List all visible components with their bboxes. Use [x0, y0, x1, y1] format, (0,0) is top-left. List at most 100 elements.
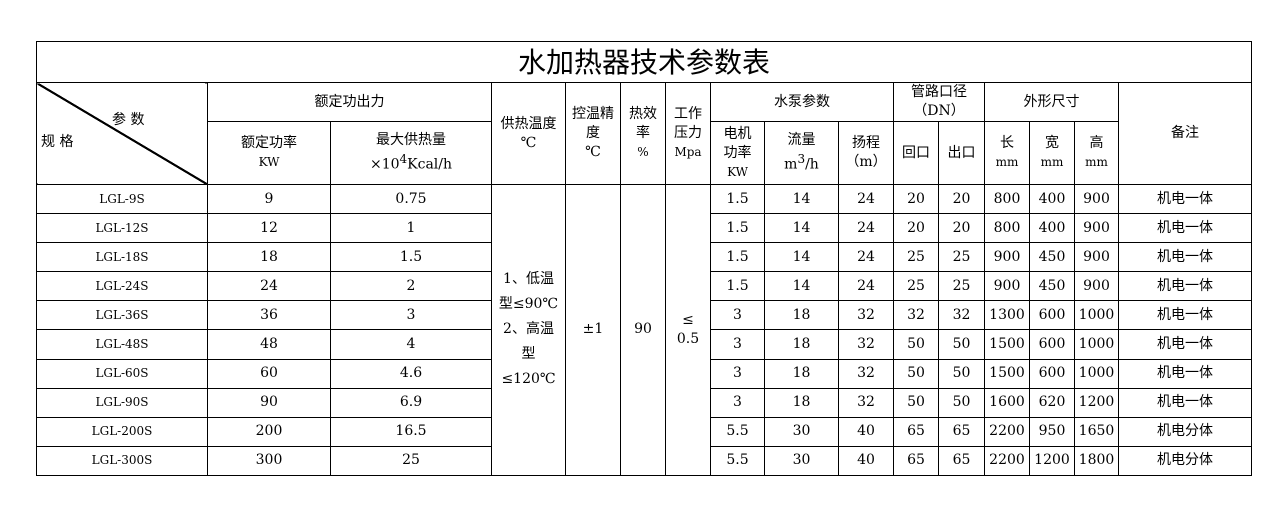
head-cell: 40: [838, 445, 894, 476]
temp-ctrl-cell: ±1: [565, 184, 621, 476]
inlet-header: 回口: [893, 121, 939, 185]
model-cell: LGL-12S: [36, 213, 208, 244]
width-cell: 400: [1029, 213, 1075, 244]
height-cell: 1200: [1074, 387, 1119, 418]
motor-power-cell: 3: [710, 300, 765, 331]
outlet-cell: 50: [938, 358, 985, 389]
max-heat-header: 最大供热量 ×104Kcal/h: [330, 121, 492, 185]
inlet-cell: 25: [893, 271, 939, 302]
height-cell: 900: [1074, 271, 1119, 302]
table-row: LGL-9S 9 0.75 1、低温型≤90℃ 2、高温型≤120℃ ±1 90 ≤0.5 1…: [36, 183, 1253, 476]
rated-output-header: 额定功出力: [207, 82, 492, 122]
length-cell: 1500: [984, 329, 1030, 360]
table-title: 水加热器技术参数表: [35, 41, 1253, 83]
pressure-cell: ≤0.5: [665, 184, 711, 476]
max-heat-cell: 0.75: [330, 183, 492, 215]
outlet-cell: 50: [938, 387, 985, 418]
inlet-cell: 25: [893, 242, 939, 273]
rated-power-cell: 200: [207, 416, 331, 447]
inlet-cell: 65: [893, 445, 939, 476]
max-heat-cell: 2: [330, 271, 492, 302]
rated-power-cell: 60: [207, 358, 331, 389]
length-header: 长 mm: [984, 121, 1030, 185]
rated-power-cell: 9: [207, 183, 331, 215]
table-row: LGL-12S 12 1 1.5 14 24 20 20 800 400 900 机电一体: [36, 213, 1253, 244]
inlet-cell: 65: [893, 416, 939, 447]
max-heat-cell: 25: [330, 445, 492, 476]
flow-cell: 18: [764, 358, 839, 389]
model-cell: LGL-24S: [36, 271, 208, 302]
inlet-cell: 50: [893, 329, 939, 360]
remark-cell: 机电一体: [1117, 329, 1253, 360]
inlet-cell: 20: [893, 213, 939, 244]
length-cell: 2200: [984, 445, 1030, 476]
remark-cell: 机电分体: [1117, 445, 1253, 476]
head-cell: 24: [838, 183, 894, 215]
flow-cell: 14: [764, 213, 839, 244]
outlet-header: 出口: [938, 121, 985, 185]
remark-cell: 机电一体: [1117, 358, 1253, 389]
outlet-cell: 20: [938, 213, 985, 244]
motor-power-cell: 1.5: [710, 271, 765, 302]
height-cell: 1650: [1074, 416, 1119, 447]
width-cell: 950: [1029, 416, 1075, 447]
diagonal-header-cell: 参 数规 格: [36, 82, 208, 185]
height-cell: 900: [1074, 183, 1119, 215]
inlet-cell: 50: [893, 358, 939, 389]
height-header: 高 mm: [1074, 121, 1119, 185]
inlet-cell: 20: [893, 183, 939, 215]
model-cell: LGL-200S: [36, 416, 208, 447]
model-cell: LGL-9S: [36, 183, 208, 215]
motor-power-cell: 1.5: [710, 242, 765, 273]
height-cell: 1800: [1074, 445, 1119, 476]
width-header: 宽 mm: [1029, 121, 1075, 185]
rated-power-cell: 18: [207, 242, 331, 273]
outlet-cell: 20: [938, 183, 985, 215]
flow-cell: 14: [764, 242, 839, 273]
motor-power-cell: 5.5: [710, 445, 765, 476]
length-cell: 1500: [984, 358, 1030, 389]
length-cell: 1600: [984, 387, 1030, 418]
supply-temp-header: 供热温度 ℃: [491, 82, 566, 185]
outlet-cell: 32: [938, 300, 985, 331]
model-label: 规 格: [41, 134, 74, 150]
max-heat-cell: 16.5: [330, 416, 492, 447]
efficiency-header: 热效率%: [620, 82, 666, 185]
motor-power-header: 电机功率 KW: [710, 121, 765, 185]
flow-cell: 30: [764, 416, 839, 447]
width-cell: 600: [1029, 300, 1075, 331]
length-cell: 800: [984, 183, 1030, 215]
model-cell: LGL-60S: [36, 358, 208, 389]
outlet-cell: 25: [938, 242, 985, 273]
head-cell: 24: [838, 271, 894, 302]
inlet-cell: 32: [893, 300, 939, 331]
pump-header: 水泵参数: [710, 82, 894, 122]
remark-cell: 机电一体: [1117, 300, 1253, 331]
motor-power-cell: 3: [710, 387, 765, 418]
width-cell: 450: [1029, 271, 1075, 302]
motor-power-cell: 1.5: [710, 213, 765, 244]
max-heat-cell: 4.6: [330, 358, 492, 389]
remark-cell: 机电一体: [1117, 183, 1253, 215]
remark-cell: 机电一体: [1117, 213, 1253, 244]
flow-cell: 18: [764, 387, 839, 418]
model-cell: LGL-36S: [36, 300, 208, 331]
head-cell: 40: [838, 416, 894, 447]
dims-header: 外形尺寸: [984, 82, 1119, 122]
max-heat-cell: 6.9: [330, 387, 492, 418]
width-cell: 600: [1029, 329, 1075, 360]
motor-power-cell: 5.5: [710, 416, 765, 447]
table-row: LGL-90S 90 6.9 3 18 32 50 50 1600 620 1200 机电一体: [36, 387, 1253, 418]
flow-cell: 14: [764, 183, 839, 215]
motor-power-cell: 3: [710, 329, 765, 360]
table-row: LGL-200S 200 16.5 5.5 30 40 65 65 2200 950 1650 机电分…: [36, 416, 1253, 447]
width-cell: 600: [1029, 358, 1075, 389]
rated-power-cell: 48: [207, 329, 331, 360]
height-cell: 900: [1074, 213, 1119, 244]
max-heat-cell: 4: [330, 329, 492, 360]
temp-ctrl-header: 控温精度 ℃: [565, 82, 621, 185]
length-cell: 1300: [984, 300, 1030, 331]
max-heat-cell: 1: [330, 213, 492, 244]
remark-header: 备注: [1117, 82, 1253, 185]
flow-cell: 18: [764, 329, 839, 360]
